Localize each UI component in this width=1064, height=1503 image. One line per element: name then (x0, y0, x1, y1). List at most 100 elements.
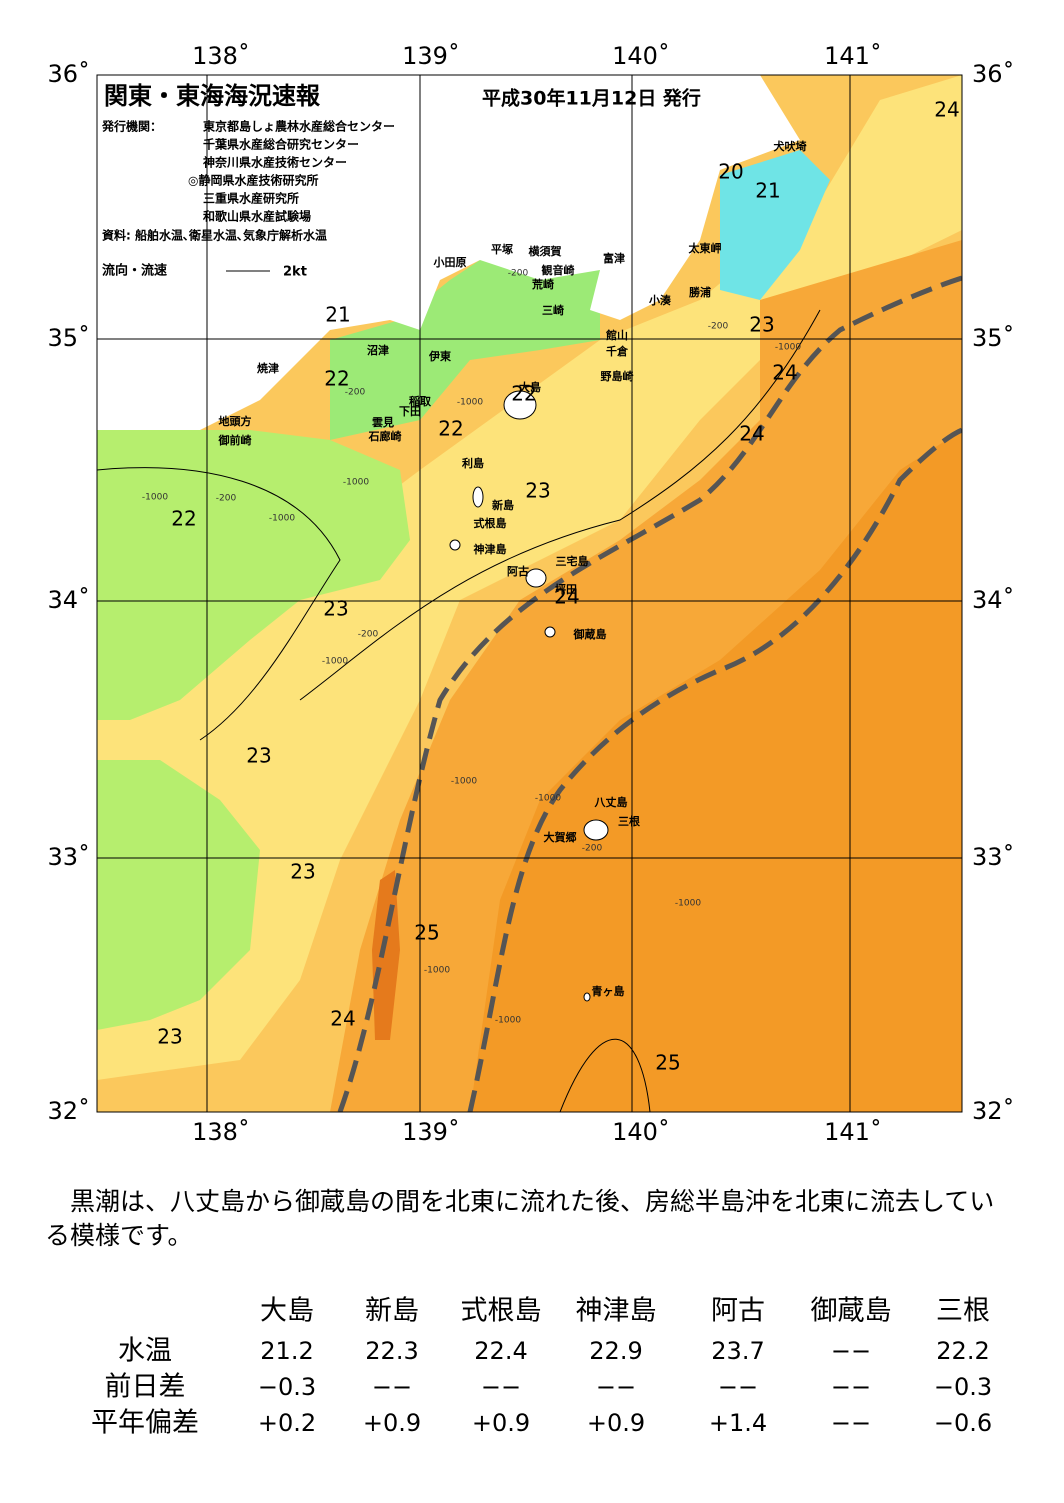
place-label: 御前崎 (218, 433, 252, 447)
cell: +0.9 (472, 1409, 530, 1437)
place-label: 下田 (399, 405, 421, 418)
lon-label: 141˚ (824, 42, 882, 70)
place-label: 横須賀 (529, 244, 562, 258)
depth-label: -1000 (451, 777, 477, 787)
lat-label: 36˚ (47, 60, 90, 88)
column-header: 阿古 (711, 1296, 765, 1327)
issuer: 三重県水産研究所 (203, 191, 299, 206)
place-label: 八丈島 (594, 795, 628, 809)
lon-label: 138˚ (192, 1118, 250, 1146)
column-header: 三根 (936, 1296, 990, 1327)
cell: 22.9 (589, 1337, 642, 1365)
issuer: 千葉県水産総合研究センター (203, 137, 359, 152)
legend-scale: 2kt (283, 265, 307, 280)
place-label: 坪田 (555, 583, 577, 596)
lat-label: 35˚ (972, 324, 1015, 352)
map-fill (97, 75, 962, 1112)
temperature-label: 24 (330, 1007, 355, 1031)
temperature-label: 20 (718, 160, 743, 184)
place-label: 式根島 (474, 516, 507, 530)
place-label: 神津島 (474, 542, 507, 556)
depth-label: -1000 (535, 794, 561, 804)
cell: 21.2 (260, 1337, 313, 1365)
place-label: 利島 (462, 456, 484, 470)
depth-label: -1000 (322, 657, 348, 667)
depth-label: -200 (358, 630, 379, 640)
graticule (97, 75, 962, 1112)
place-label: 館山 (605, 328, 628, 342)
depth-label: -200 (582, 844, 603, 854)
temperature-label: 24 (934, 98, 959, 122)
source: 資料: 船舶水温､衛星水温､気象庁解析水温 (102, 228, 327, 243)
depth-label: -1000 (457, 398, 483, 408)
row-label: 水温 (118, 1336, 172, 1367)
temperature-label: 23 (290, 860, 315, 884)
lon-label: 139˚ (402, 42, 460, 70)
place-label: 千倉 (606, 344, 629, 358)
temperature-label: 23 (246, 744, 271, 768)
cell: −0.6 (934, 1409, 992, 1437)
depth-label: -1000 (142, 493, 168, 503)
column-header: 神津島 (576, 1296, 657, 1327)
lat-label: 36˚ (972, 60, 1015, 88)
temperature-label: 25 (655, 1051, 680, 1075)
depth-label: -1000 (424, 966, 450, 976)
depth-label: -200 (508, 269, 529, 279)
map-title: 関東・東海海況速報 (104, 82, 321, 110)
cell: +0.2 (258, 1409, 316, 1437)
temperature-label: 21 (325, 303, 350, 327)
depth-label: -1000 (775, 343, 801, 353)
map: 関東・東海海況速報 平成30年11月12日 発行 発行機関： 資料: 船舶水温､… (47, 42, 1015, 1146)
lat-label: 32˚ (47, 1097, 90, 1125)
place-label: 小田原 (433, 255, 467, 269)
place-label: 三根 (618, 814, 641, 828)
summary-text: 黒潮は、八丈島から御蔵島の間を北東に流れた後、房総半島沖を北東に流去している模様… (45, 1187, 995, 1250)
place-label: 御蔵島 (573, 627, 607, 641)
cell: 23.7 (711, 1337, 764, 1365)
place-label: 荒崎 (531, 277, 554, 291)
place-label: 石廊崎 (368, 429, 402, 443)
temperature-label: 23 (157, 1025, 182, 1049)
issuer: ◎静岡県水産技術研究所 (188, 173, 318, 188)
cell: +1.4 (709, 1409, 767, 1437)
place-label: 焼津 (257, 361, 279, 375)
lat-label: 33˚ (972, 843, 1015, 871)
place-label: 新島 (492, 498, 514, 512)
temperature-label: 23 (749, 313, 774, 337)
lat-label: 33˚ (47, 843, 90, 871)
place-label: 地頭方 (219, 414, 252, 428)
cell: −− (718, 1373, 758, 1401)
place-label: 小湊 (648, 293, 671, 307)
place-label: 平塚 (491, 242, 513, 256)
cell: −− (481, 1373, 521, 1401)
place-label: 観音崎 (542, 263, 575, 277)
depth-label: -200 (216, 494, 237, 504)
cell: −− (831, 1337, 871, 1365)
lon-label: 141˚ (824, 1118, 882, 1146)
lon-label: 140˚ (612, 42, 670, 70)
place-label: 富津 (603, 251, 625, 265)
depth-label: -1000 (675, 899, 701, 909)
temperature-label: 22 (511, 382, 536, 406)
cell: −− (372, 1373, 412, 1401)
cell: 22.3 (365, 1337, 418, 1365)
temperature-label: 21 (755, 179, 780, 203)
depth-label: -200 (345, 388, 366, 398)
place-label: 大島 (519, 380, 541, 394)
temperature-label: 24 (554, 585, 579, 609)
lat-label: 32˚ (972, 1097, 1015, 1125)
place-label: 野島崎 (601, 369, 634, 383)
temperature-label: 24 (739, 422, 764, 446)
cell: −0.3 (934, 1373, 992, 1401)
place-label: 勝浦 (689, 285, 711, 299)
lon-label: 140˚ (612, 1118, 670, 1146)
depth-label: -200 (708, 322, 729, 332)
row-label: 前日差 (105, 1372, 186, 1403)
place-label: 大賀郷 (544, 830, 577, 844)
depth-label: -1000 (495, 1016, 521, 1026)
temperature-label: 24 (772, 361, 797, 385)
issuer: 神奈川県水産技術センター (203, 155, 347, 170)
depth-label: -1000 (343, 478, 369, 488)
map-date: 平成30年11月12日 発行 (482, 87, 701, 110)
